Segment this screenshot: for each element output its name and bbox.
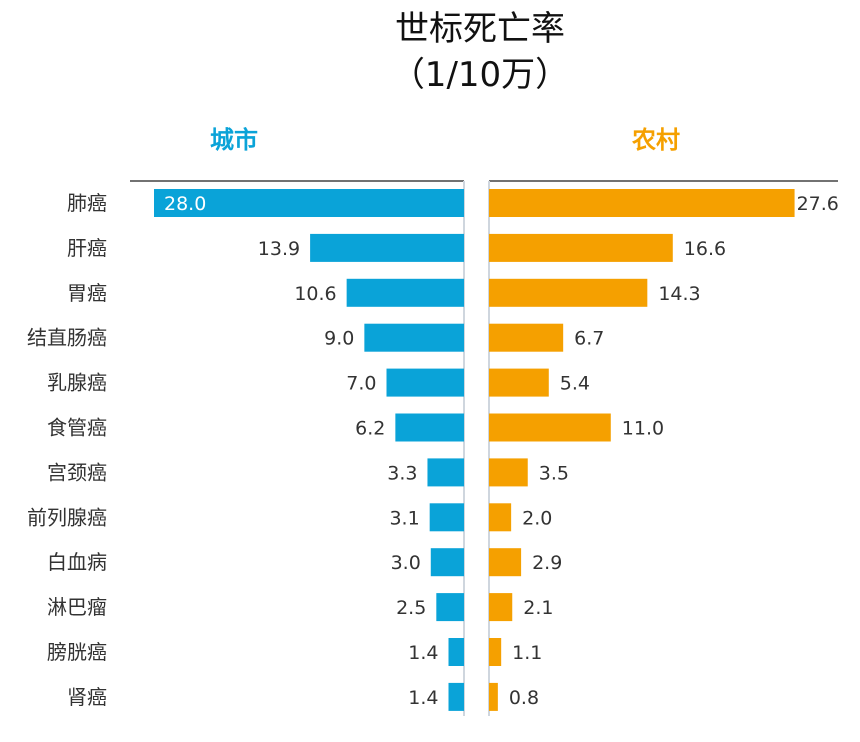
category-label: 白血病 [47, 550, 107, 574]
bar-urban [154, 189, 464, 217]
value-label-urban: 3.3 [387, 462, 417, 484]
value-label-rural: 3.5 [539, 462, 569, 484]
bar-urban [448, 682, 464, 711]
value-label-urban: 3.0 [391, 552, 421, 574]
bar-urban [310, 233, 464, 262]
value-label-urban: 9.0 [324, 328, 354, 350]
category-label: 胃癌 [67, 281, 107, 305]
chart-title: 世标死亡率 [395, 9, 565, 49]
rural-value-labels: 27.6 16.6 14.3 6.7 5.4 11.0 3.5 2.0 2.9 2.1 1.1 0.8 [509, 193, 839, 709]
bar-urban [395, 413, 464, 442]
axes [130, 180, 838, 716]
bar-urban [430, 548, 464, 577]
bar-rural [489, 413, 611, 442]
value-label-urban: 1.4 [408, 642, 438, 664]
category-label: 肝癌 [67, 236, 107, 260]
category-label: 宫颈癌 [47, 460, 107, 484]
value-label-rural: 2.9 [532, 552, 562, 574]
bar-rural [489, 638, 502, 666]
bar-rural [489, 682, 498, 711]
value-label-urban: 2.5 [396, 597, 426, 619]
value-label-urban: 7.0 [346, 373, 376, 395]
series-label-rural: 农村 [632, 126, 680, 154]
value-label-urban: 28.0 [164, 193, 206, 215]
value-label-urban: 10.6 [294, 283, 336, 305]
category-label: 肺癌 [67, 191, 107, 215]
value-label-urban: 1.4 [408, 687, 438, 709]
bar-rural [489, 323, 564, 352]
value-label-rural: 27.6 [797, 193, 839, 215]
bar-urban [448, 638, 464, 666]
bar-rural [489, 368, 549, 397]
value-label-urban: 3.1 [389, 507, 419, 529]
value-label-rural: 1.1 [512, 642, 542, 664]
value-label-rural: 16.6 [684, 238, 726, 260]
value-label-urban: 6.2 [355, 418, 385, 440]
chart-subtitle: （1/10万） [390, 55, 570, 95]
bar-urban [429, 503, 464, 532]
value-label-rural: 5.4 [560, 373, 590, 395]
bar-rural [489, 278, 648, 307]
value-label-rural: 0.8 [509, 687, 539, 709]
urban-value-labels: 28.0 13.9 10.6 9.0 7.0 6.23.3 3.1 3.0 2.5 1.4 1.4 [164, 193, 439, 709]
category-label: 食管癌 [47, 416, 107, 440]
category-label: 肾癌 [67, 685, 107, 709]
value-label-urban: 13.9 [258, 238, 300, 260]
bar-rural [489, 593, 513, 622]
bar-urban [436, 593, 464, 622]
bar-urban [364, 323, 464, 352]
category-label: 淋巴瘤 [47, 595, 107, 619]
value-label-rural: 14.3 [658, 283, 700, 305]
bar-rural [489, 189, 795, 217]
value-label-rural: 11.0 [622, 418, 664, 440]
rural-bars [489, 189, 795, 711]
bar-urban [386, 368, 464, 397]
series-label-urban: 城市 [210, 126, 258, 154]
bar-urban [346, 278, 464, 307]
category-label: 乳腺癌 [47, 371, 107, 395]
bar-rural [489, 548, 522, 577]
value-label-rural: 2.0 [522, 507, 552, 529]
urban-bars [154, 189, 464, 711]
bar-rural [489, 458, 528, 487]
value-label-rural: 2.1 [523, 597, 553, 619]
category-label: 膀胱癌 [47, 640, 107, 664]
bar-rural [489, 503, 512, 532]
category-label: 结直肠癌 [27, 326, 107, 350]
bar-urban [427, 458, 464, 487]
bar-rural [489, 233, 673, 262]
value-label-rural: 6.7 [574, 328, 604, 350]
category-label: 前列腺癌 [27, 505, 107, 529]
